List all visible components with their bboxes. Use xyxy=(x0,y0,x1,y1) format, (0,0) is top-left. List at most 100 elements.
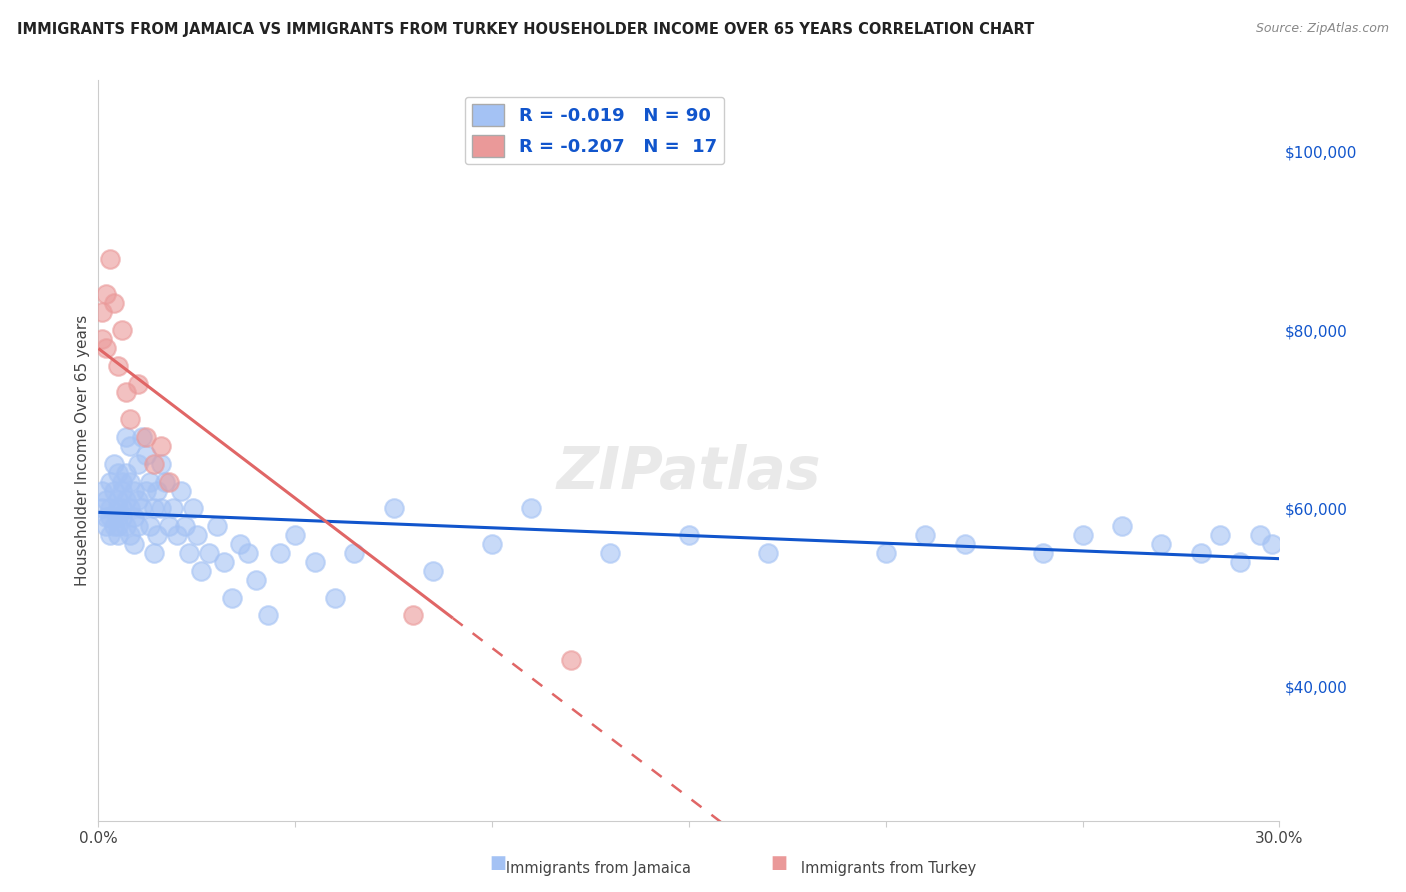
Point xyxy=(221,591,243,605)
Point xyxy=(107,466,129,480)
Point xyxy=(177,546,200,560)
Point xyxy=(107,501,129,516)
Point xyxy=(245,573,267,587)
Point xyxy=(107,528,129,542)
Point xyxy=(118,501,141,516)
Point xyxy=(98,510,121,524)
Point xyxy=(142,501,165,516)
Point xyxy=(284,528,307,542)
Text: Immigrants from Jamaica: Immigrants from Jamaica xyxy=(492,861,692,876)
Point xyxy=(115,492,138,507)
Point xyxy=(91,332,114,346)
Point xyxy=(111,483,134,498)
Point xyxy=(98,475,121,489)
Point xyxy=(96,287,118,301)
Text: ZIPatlas: ZIPatlas xyxy=(557,444,821,501)
Point xyxy=(256,608,278,623)
Point xyxy=(1111,519,1133,533)
Text: IMMIGRANTS FROM JAMAICA VS IMMIGRANTS FROM TURKEY HOUSEHOLDER INCOME OVER 65 YEA: IMMIGRANTS FROM JAMAICA VS IMMIGRANTS FR… xyxy=(17,22,1035,37)
Point xyxy=(155,475,177,489)
Point xyxy=(138,519,160,533)
Point xyxy=(111,323,134,337)
Point xyxy=(103,519,125,533)
Point xyxy=(135,430,157,444)
Text: Source: ZipAtlas.com: Source: ZipAtlas.com xyxy=(1256,22,1389,36)
Point xyxy=(118,412,141,426)
Point xyxy=(150,439,173,453)
Point xyxy=(181,501,204,516)
Text: ■: ■ xyxy=(489,855,506,872)
Point xyxy=(131,501,153,516)
Point xyxy=(304,555,326,569)
Point xyxy=(157,519,180,533)
Point xyxy=(122,510,145,524)
Point xyxy=(103,296,125,310)
Point xyxy=(269,546,291,560)
Point xyxy=(190,564,212,578)
Point xyxy=(481,537,503,551)
Point xyxy=(91,305,114,319)
Point xyxy=(236,546,259,560)
Point xyxy=(111,475,134,489)
Point xyxy=(599,546,621,560)
Point xyxy=(1209,528,1232,542)
Text: ■: ■ xyxy=(770,855,787,872)
Point xyxy=(91,501,114,516)
Point xyxy=(118,439,141,453)
Point xyxy=(122,537,145,551)
Point xyxy=(170,483,193,498)
Point xyxy=(122,483,145,498)
Point xyxy=(107,519,129,533)
Point xyxy=(756,546,779,560)
Point xyxy=(186,528,208,542)
Point xyxy=(111,501,134,516)
Point xyxy=(98,528,121,542)
Point xyxy=(150,501,173,516)
Point xyxy=(1150,537,1173,551)
Point xyxy=(98,252,121,266)
Point xyxy=(98,501,121,516)
Point xyxy=(138,475,160,489)
Point xyxy=(678,528,700,542)
Point xyxy=(1249,528,1271,542)
Text: Immigrants from Turkey: Immigrants from Turkey xyxy=(787,861,977,876)
Legend: R = -0.019   N = 90, R = -0.207   N =  17: R = -0.019 N = 90, R = -0.207 N = 17 xyxy=(465,96,724,164)
Point xyxy=(107,510,129,524)
Point xyxy=(142,546,165,560)
Point xyxy=(142,457,165,471)
Point xyxy=(107,492,129,507)
Point xyxy=(115,385,138,400)
Point xyxy=(162,501,184,516)
Point xyxy=(146,483,169,498)
Point xyxy=(135,448,157,462)
Point xyxy=(135,483,157,498)
Point xyxy=(96,519,118,533)
Point xyxy=(107,359,129,373)
Point xyxy=(118,475,141,489)
Point xyxy=(1189,546,1212,560)
Point xyxy=(343,546,366,560)
Point xyxy=(115,430,138,444)
Point xyxy=(127,492,149,507)
Point xyxy=(205,519,228,533)
Point xyxy=(127,457,149,471)
Point xyxy=(520,501,543,516)
Point xyxy=(96,510,118,524)
Point xyxy=(197,546,219,560)
Point xyxy=(96,492,118,507)
Point xyxy=(115,519,138,533)
Point xyxy=(131,430,153,444)
Point xyxy=(382,501,405,516)
Point xyxy=(1229,555,1251,569)
Point xyxy=(422,564,444,578)
Point xyxy=(103,483,125,498)
Point xyxy=(115,466,138,480)
Point xyxy=(229,537,252,551)
Point xyxy=(150,457,173,471)
Point xyxy=(96,341,118,355)
Point xyxy=(103,457,125,471)
Point xyxy=(91,483,114,498)
Point xyxy=(127,376,149,391)
Point xyxy=(174,519,197,533)
Point xyxy=(953,537,976,551)
